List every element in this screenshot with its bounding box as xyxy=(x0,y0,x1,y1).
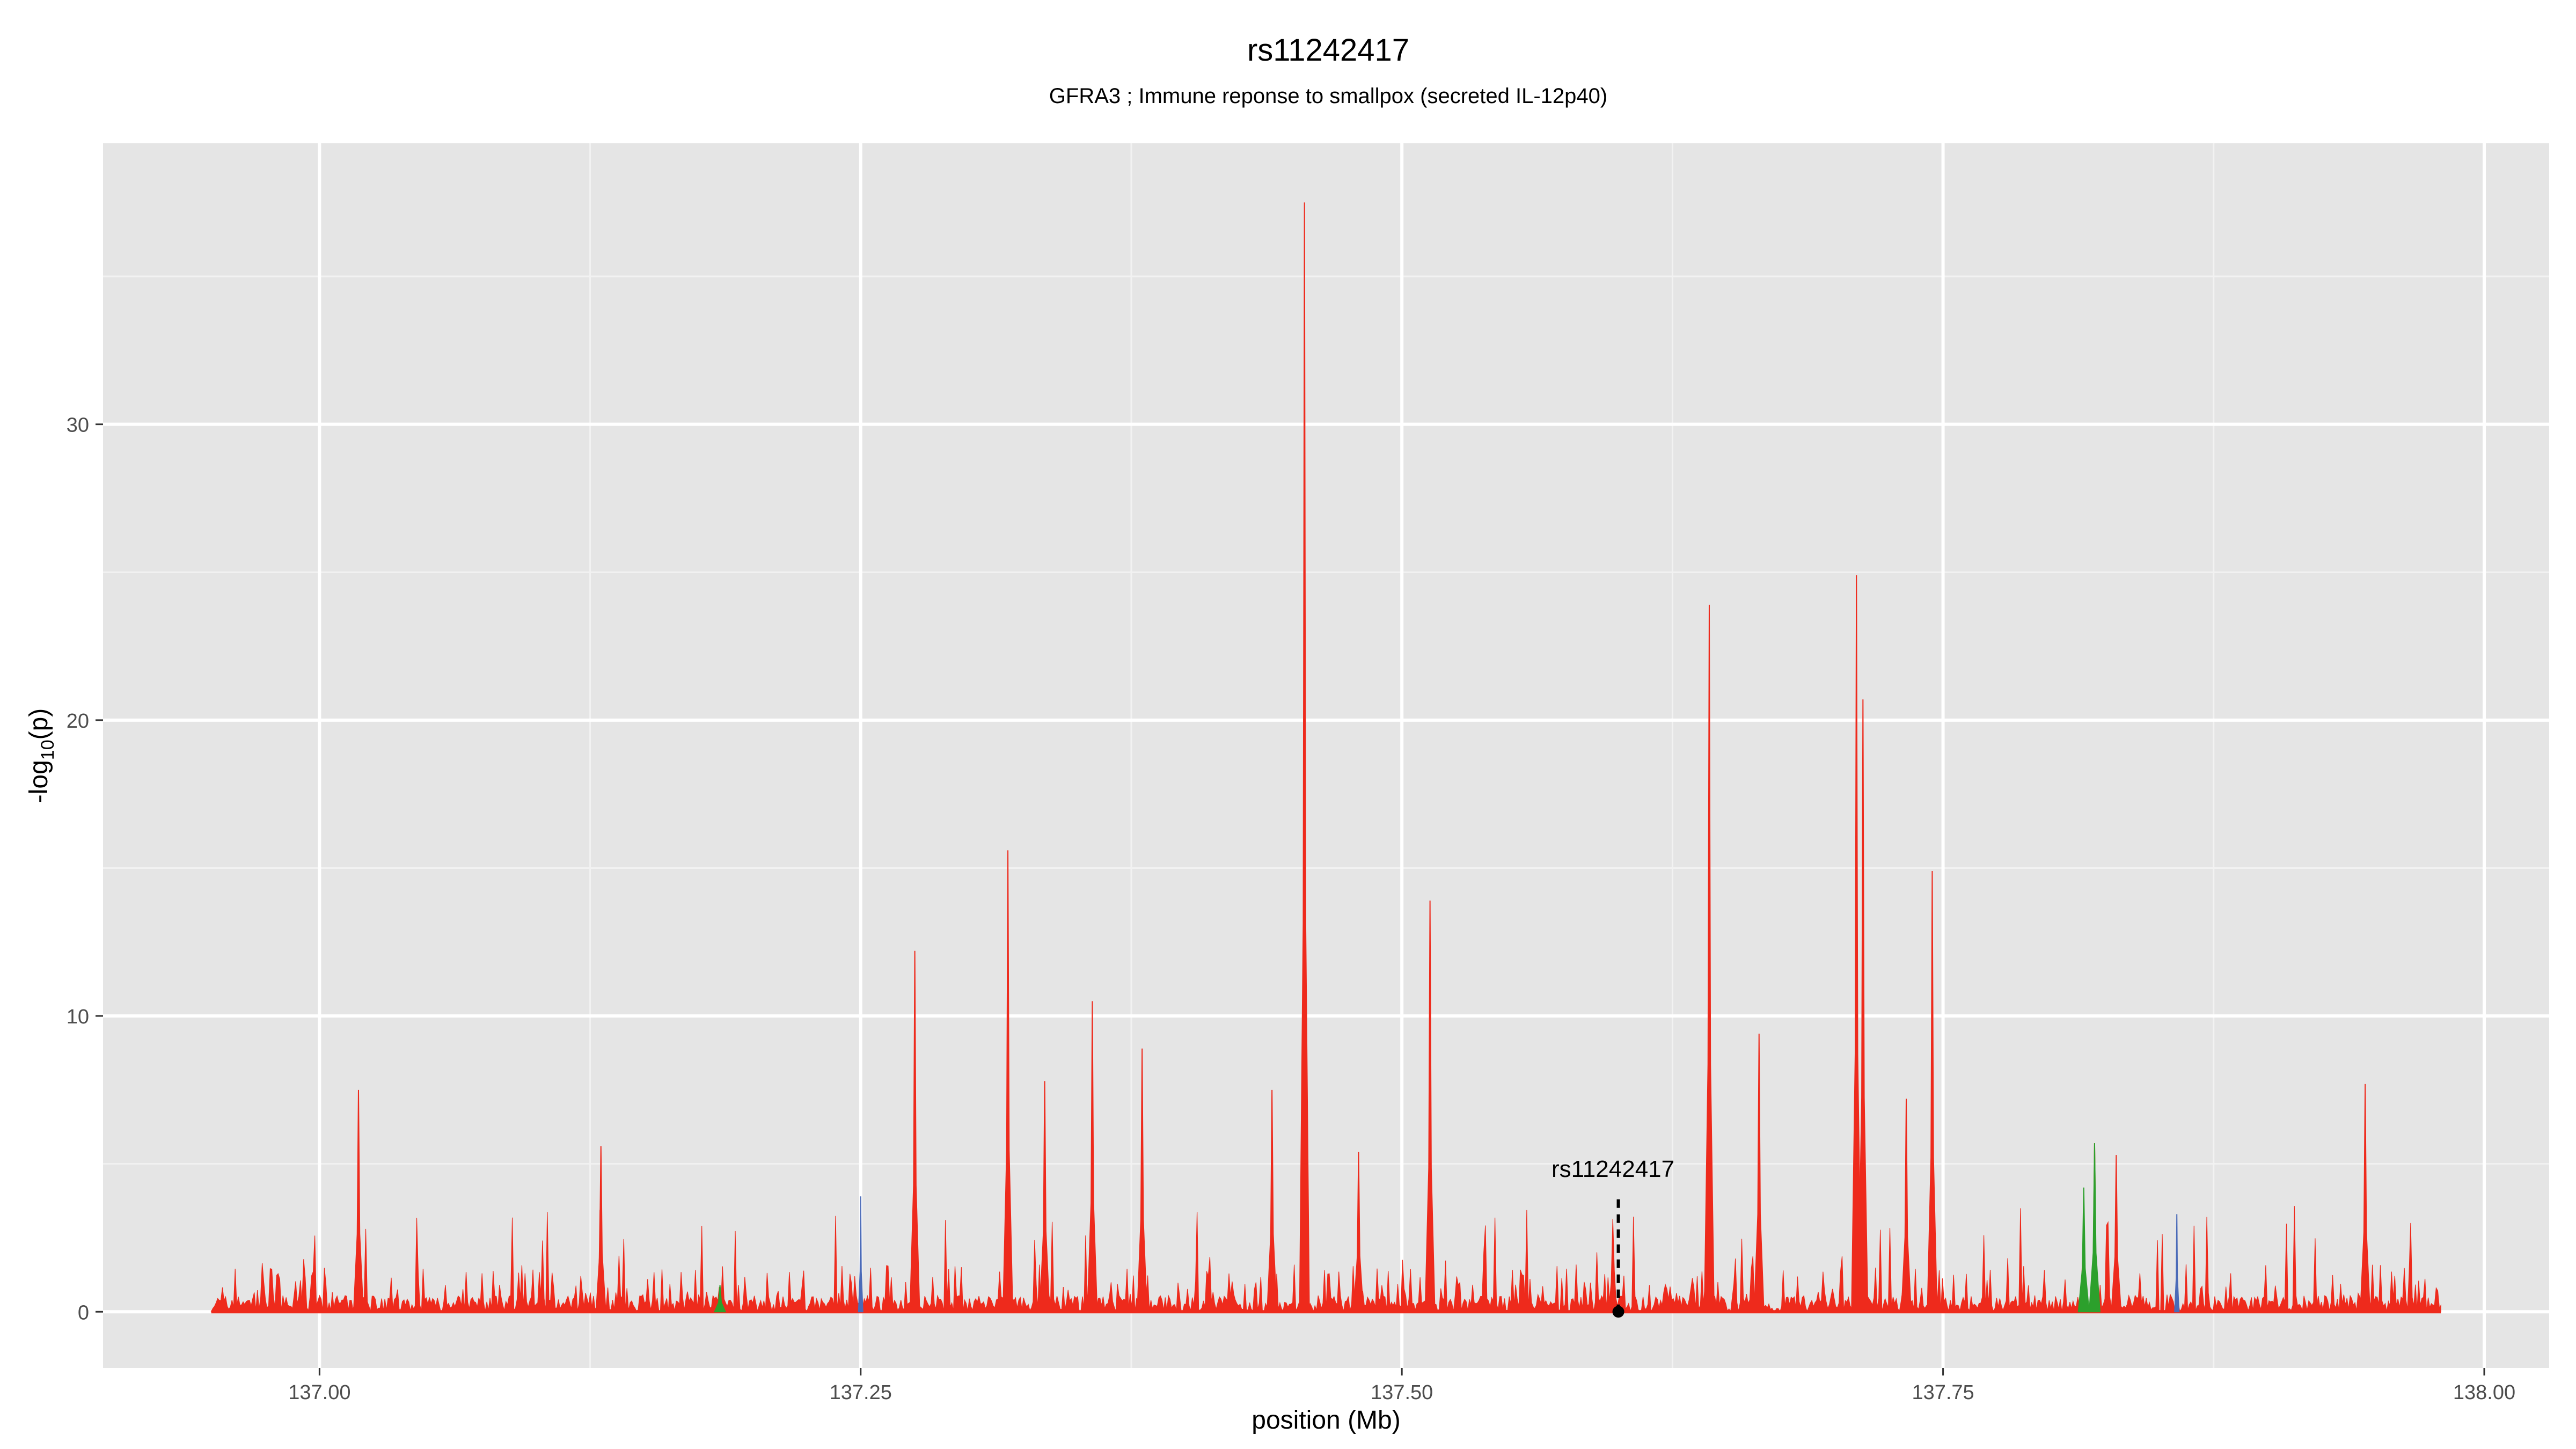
peak xyxy=(595,1146,606,1313)
peak xyxy=(2111,1155,2122,1313)
y-tick-label: 20 xyxy=(67,710,89,733)
x-tick-label: 138.00 xyxy=(2453,1381,2515,1404)
plot-panel xyxy=(103,143,2549,1368)
minor-gridlines xyxy=(103,143,2549,1368)
peak xyxy=(1424,901,1436,1313)
chart-subtitle: GFRA3 ; Immune reponse to smallpox (secr… xyxy=(1049,84,1607,108)
x-tick-label: 137.75 xyxy=(1912,1381,1974,1404)
y-tick-label: 30 xyxy=(67,414,89,437)
x-tick-label: 137.50 xyxy=(1371,1381,1433,1404)
peak xyxy=(1087,1001,1098,1313)
annotation-label: rs11242417 xyxy=(1552,1156,1674,1182)
peak xyxy=(2360,1084,2371,1313)
baseline-noise-area xyxy=(210,1206,2441,1313)
y-axis-ticks: 0 10 20 30 xyxy=(67,414,103,1324)
y-axis-label-subscript: 10 xyxy=(38,740,58,760)
y-tick-label: 0 xyxy=(78,1301,89,1324)
peak xyxy=(1137,1048,1148,1313)
y-axis-label-main: -log xyxy=(25,760,53,803)
peak xyxy=(1753,1034,1765,1313)
baseline-noise-series xyxy=(210,1206,2441,1314)
x-tick-label: 137.00 xyxy=(288,1381,350,1404)
peak xyxy=(1353,1152,1364,1313)
peak xyxy=(1703,604,1715,1313)
blue-peak xyxy=(2174,1214,2180,1313)
x-axis-ticks: 137.00 137.25 137.50 137.75 138.00 xyxy=(288,1368,2515,1404)
peak xyxy=(1857,699,1869,1313)
y-axis-label: -log10(p) xyxy=(25,708,58,803)
green-peak xyxy=(714,1285,727,1313)
peak xyxy=(1267,1089,1278,1313)
peak xyxy=(1927,870,1938,1313)
peak xyxy=(1002,850,1014,1313)
peak xyxy=(909,950,920,1313)
green-peak xyxy=(2077,1187,2090,1313)
chart-title: rs11242417 xyxy=(1247,33,1409,68)
peak xyxy=(1039,1081,1050,1313)
peak-series xyxy=(353,202,2371,1313)
peak xyxy=(1299,202,1310,1313)
x-axis-label: position (Mb) xyxy=(1252,1406,1400,1435)
peak xyxy=(353,1089,364,1313)
green-peak xyxy=(2088,1143,2101,1313)
annotation-point xyxy=(1612,1306,1624,1318)
y-tick-label: 10 xyxy=(67,1006,89,1028)
y-axis-label-end: (p) xyxy=(25,708,53,740)
x-tick-label: 137.25 xyxy=(830,1381,892,1404)
peak xyxy=(1900,1099,1912,1313)
annotation: rs11242417 xyxy=(1552,1156,1674,1318)
blue-peak xyxy=(858,1196,863,1313)
